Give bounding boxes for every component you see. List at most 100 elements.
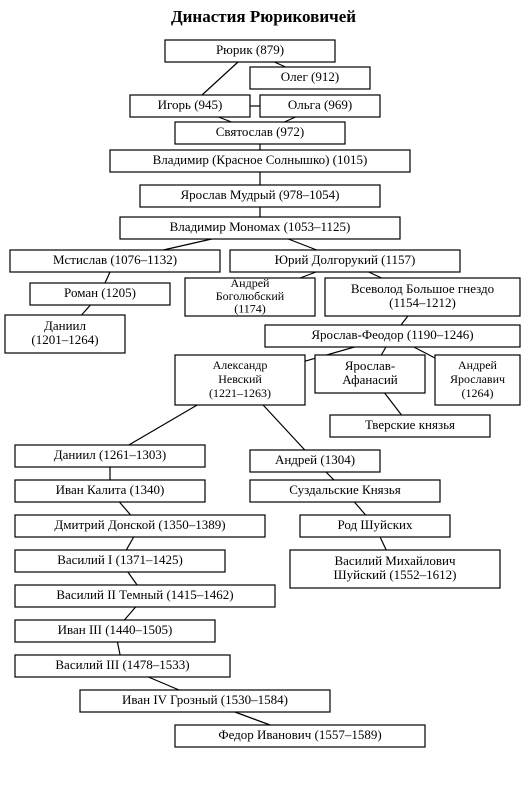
- edge-vasily2-ivan3: [124, 607, 135, 620]
- node-yaro_af-label: Ярослав-: [345, 358, 396, 373]
- node-alex_n-label: (1221–1263): [209, 386, 271, 400]
- node-igor-label: Игорь (945): [158, 97, 223, 112]
- edge-rurik-igor: [202, 62, 238, 95]
- node-svyat-label: Святослав (972): [216, 124, 305, 139]
- edge-mstislav-roman: [105, 272, 110, 283]
- edge-alex_n-andrey3: [263, 405, 305, 450]
- nodes-layer: Рюрик (879) Олег (912) Игорь (945) Ольга (9…: [5, 40, 520, 747]
- node-roman-label: Роман (1205): [64, 285, 136, 300]
- node-svyat: Святослав (972): [175, 122, 345, 144]
- node-daniil2-label: Даниил (1261–1303): [54, 447, 166, 462]
- node-andrey_y-label: Ярославич: [450, 372, 505, 386]
- node-roman: Роман (1205): [30, 283, 170, 305]
- node-vasily1-label: Василий I (1371–1425): [57, 552, 183, 567]
- node-ivan3: Иван III (1440–1505): [15, 620, 215, 642]
- edge-yuri_d-vsevolod: [369, 272, 382, 278]
- node-oleg-label: Олег (912): [281, 69, 339, 84]
- node-vlad_mon-label: Владимир Мономах (1053–1125): [170, 219, 351, 234]
- node-rurik: Рюрик (879): [165, 40, 335, 62]
- node-alex_n: АлександрНевский(1221–1263): [175, 355, 305, 405]
- node-yuri_d: Юрий Долгорукий (1157): [230, 250, 460, 272]
- edge-rurik-oleg: [274, 62, 285, 67]
- node-olga: Ольга (969): [260, 95, 380, 117]
- edge-igor-svyat: [219, 117, 232, 122]
- node-vsevolod-label: Всеволод Большое гнездо: [351, 281, 494, 296]
- node-dmitry_d-label: Дмитрий Донской (1350–1389): [54, 517, 225, 532]
- node-v_shuy-label: Василий Михайлович: [334, 553, 455, 568]
- node-rurik-label: Рюрик (879): [216, 42, 284, 57]
- node-rod_sh-label: Род Шуйских: [337, 517, 413, 532]
- edge-olga-svyat: [284, 117, 295, 122]
- edge-vasily1-vasily2: [128, 572, 137, 585]
- edge-vasily3-ivan4: [148, 677, 179, 690]
- node-daniil1-label: Даниил: [44, 318, 87, 333]
- node-yaro_m-label: Ярослав Мудрый (978–1054): [180, 187, 339, 202]
- edge-vsevolod-yaro_f: [401, 316, 408, 325]
- node-suzdal: Суздальские Князья: [250, 480, 440, 502]
- edge-alex_n-daniil2: [129, 405, 197, 445]
- edge-dmitry_d-vasily1: [126, 537, 133, 550]
- node-ivan_k: Иван Калита (1340): [15, 480, 205, 502]
- edge-roman-daniil1: [82, 305, 91, 315]
- node-yaro_f-label: Ярослав-Феодор (1190–1246): [311, 327, 473, 342]
- node-vsevolod: Всеволод Большое гнездо(1154–1212): [325, 278, 520, 316]
- dynasty-tree: Династия Рюриковичей Рюрик (879) Олег (912…: [0, 0, 527, 790]
- node-daniil2: Даниил (1261–1303): [15, 445, 205, 467]
- node-suzdal-label: Суздальские Князья: [289, 482, 400, 497]
- node-ivan3-label: Иван III (1440–1505): [58, 622, 173, 637]
- edge-ivan3-vasily3: [117, 642, 120, 655]
- node-andrey3-label: Андрей (1304): [275, 452, 355, 467]
- edge-suzdal-rod_sh: [354, 502, 365, 515]
- node-yaro_af-label: Афанасий: [342, 372, 398, 387]
- node-tver-label: Тверские князья: [365, 417, 455, 432]
- node-vasily2: Василий II Темный (1415–1462): [15, 585, 275, 607]
- node-igor: Игорь (945): [130, 95, 250, 117]
- node-vlad_kr-label: Владимир (Красное Солнышко) (1015): [153, 152, 368, 167]
- edge-ivan_k-dmitry_d: [119, 502, 130, 515]
- edge-andrey3-suzdal: [326, 472, 334, 480]
- node-ivan4-label: Иван IV Грозный (1530–1584): [122, 692, 288, 707]
- node-alex_n-label: Александр: [213, 358, 268, 372]
- edge-rod_sh-v_shuy: [380, 537, 386, 550]
- node-fedor-label: Федор Иванович (1557–1589): [218, 727, 381, 742]
- node-vasily2-label: Василий II Темный (1415–1462): [56, 587, 233, 602]
- node-ivan_k-label: Иван Калита (1340): [56, 482, 165, 497]
- node-yaro_f: Ярослав-Феодор (1190–1246): [265, 325, 520, 347]
- node-vsevolod-label: (1154–1212): [389, 295, 456, 310]
- node-andrey_y-label: Андрей: [458, 358, 498, 372]
- node-alex_n-label: Невский: [218, 372, 262, 386]
- node-andrey_y-label: (1264): [462, 386, 494, 400]
- edge-vlad_mon-yuri_d: [288, 239, 316, 250]
- node-vlad_mon: Владимир Мономах (1053–1125): [120, 217, 400, 239]
- node-rod_sh: Род Шуйских: [300, 515, 450, 537]
- edge-yaro_af-tver: [385, 393, 402, 415]
- node-andrey_b-label: (1174): [234, 301, 266, 315]
- node-olga-label: Ольга (969): [288, 97, 352, 112]
- node-andrey3: Андрей (1304): [250, 450, 380, 472]
- node-tver: Тверские князья: [330, 415, 490, 437]
- node-yaro_m: Ярослав Мудрый (978–1054): [140, 185, 380, 207]
- edge-yaro_f-yaro_af: [381, 347, 386, 355]
- node-oleg: Олег (912): [250, 67, 370, 89]
- node-daniil1-label: (1201–1264): [31, 332, 98, 347]
- node-andrey_b: АндрейБоголюбский(1174): [185, 276, 315, 316]
- node-v_shuy-label: Шуйский (1552–1612): [334, 567, 457, 582]
- edge-vlad_mon-mstislav: [163, 239, 211, 250]
- node-mstislav-label: Мстислав (1076–1132): [53, 252, 177, 267]
- node-yaro_af: Ярослав-Афанасий: [315, 355, 425, 393]
- node-vasily3-label: Василий III (1478–1533): [55, 657, 189, 672]
- node-fedor: Федор Иванович (1557–1589): [175, 725, 425, 747]
- node-vasily1: Василий I (1371–1425): [15, 550, 225, 572]
- node-andrey_y: АндрейЯрославич(1264): [435, 355, 520, 405]
- node-dmitry_d: Дмитрий Донской (1350–1389): [15, 515, 265, 537]
- node-ivan4: Иван IV Грозный (1530–1584): [80, 690, 330, 712]
- diagram-title: Династия Рюриковичей: [171, 7, 356, 26]
- node-v_shuy: Василий МихайловичШуйский (1552–1612): [290, 550, 500, 588]
- node-yuri_d-label: Юрий Долгорукий (1157): [275, 252, 416, 267]
- node-vasily3: Василий III (1478–1533): [15, 655, 230, 677]
- node-vlad_kr: Владимир (Красное Солнышко) (1015): [110, 150, 410, 172]
- edge-ivan4-fedor: [235, 712, 270, 725]
- node-daniil1: Даниил(1201–1264): [5, 315, 125, 353]
- node-mstislav: Мстислав (1076–1132): [10, 250, 220, 272]
- edge-yuri_d-andrey_b: [300, 272, 316, 278]
